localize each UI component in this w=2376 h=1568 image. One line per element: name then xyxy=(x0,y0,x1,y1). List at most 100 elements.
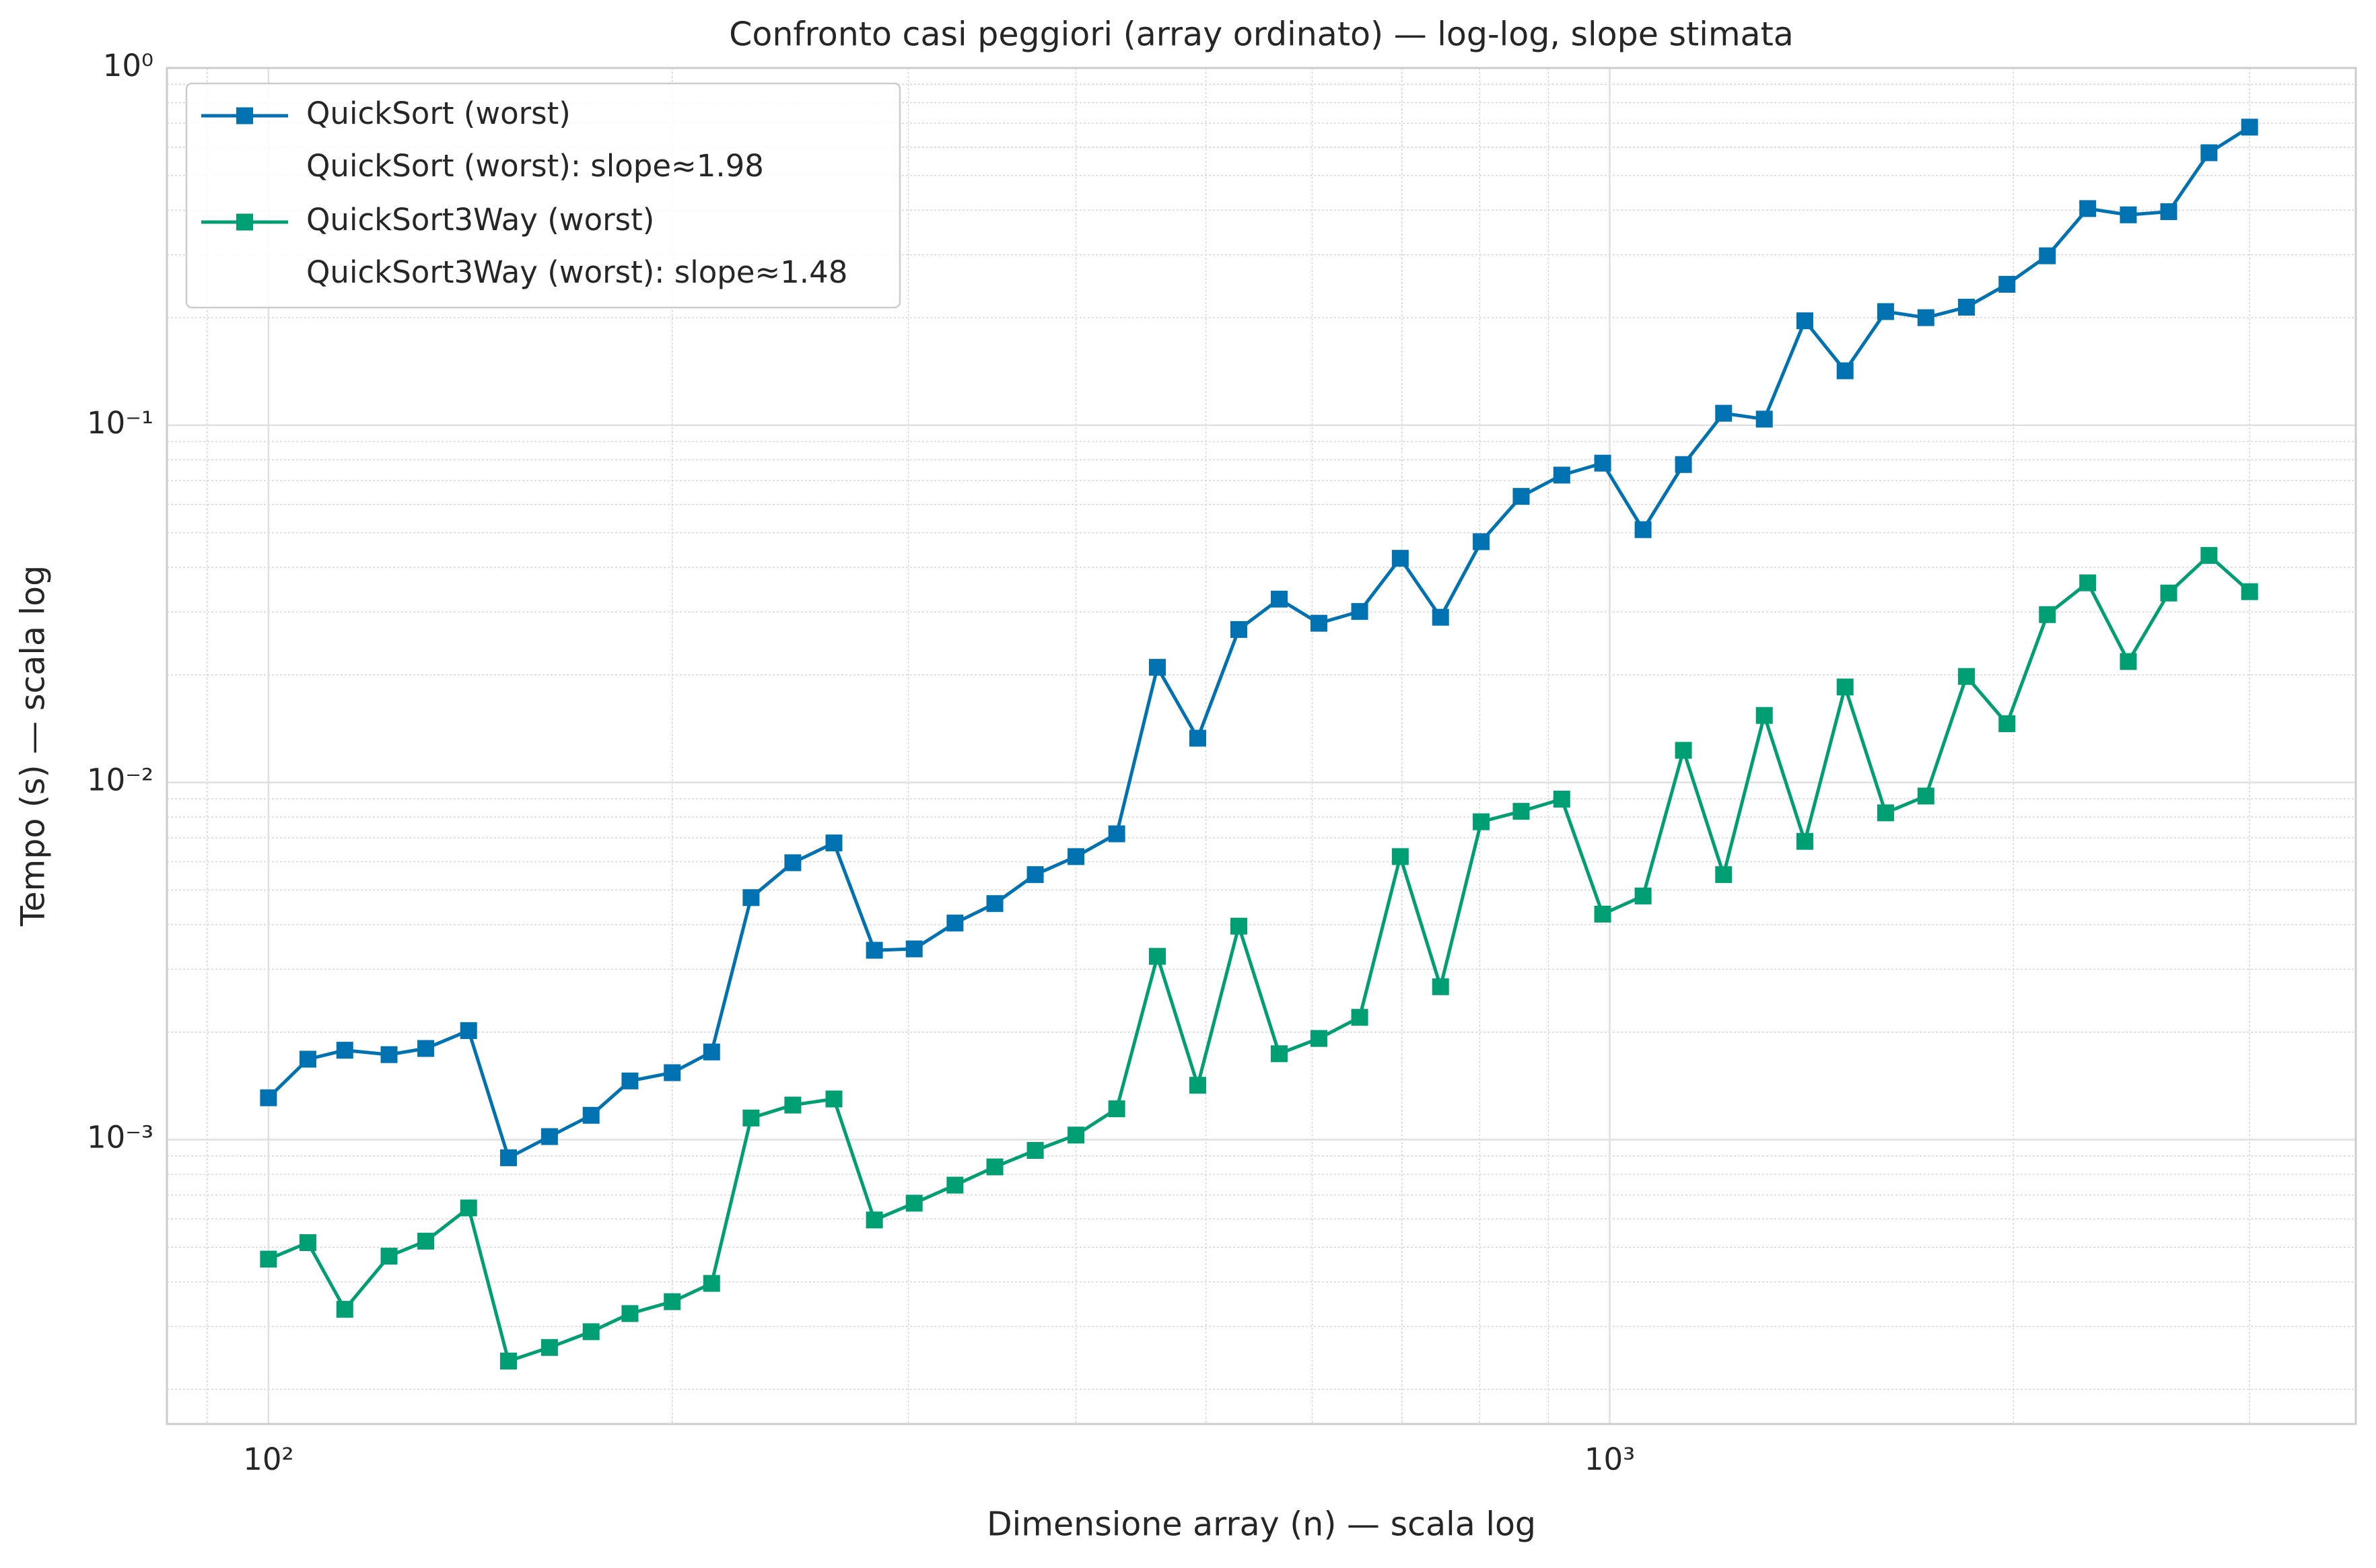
data-point xyxy=(1026,866,1044,884)
data-point xyxy=(460,1199,477,1217)
data-point xyxy=(825,1090,843,1108)
legend-label: QuickSort3Way (worst): slope≈1.48 xyxy=(306,254,847,290)
data-point xyxy=(1310,614,1327,632)
data-point xyxy=(742,889,760,906)
data-point xyxy=(1877,804,1894,822)
data-point xyxy=(1634,521,1652,538)
data-point xyxy=(742,1109,760,1127)
data-point xyxy=(1149,948,1166,965)
data-point xyxy=(866,1211,883,1229)
data-point xyxy=(703,1043,720,1061)
legend: QuickSort (worst) QuickSort (worst): slop… xyxy=(185,82,901,309)
data-point xyxy=(1594,454,1611,472)
data-point xyxy=(1473,533,1490,550)
data-point xyxy=(1877,303,1894,320)
data-point xyxy=(1917,309,1934,326)
data-point xyxy=(1189,1077,1206,1094)
x-axis-label: Dimensione array (n) — scala log xyxy=(987,1505,1536,1544)
data-point xyxy=(1189,729,1206,747)
data-point xyxy=(1270,1045,1288,1063)
data-point xyxy=(582,1106,600,1124)
data-point xyxy=(1755,707,1773,724)
data-point xyxy=(2241,118,2258,136)
data-point xyxy=(664,1293,681,1310)
data-point xyxy=(703,1275,720,1292)
data-point xyxy=(2200,144,2218,162)
data-point xyxy=(2120,206,2137,223)
x-tick-label: 10² xyxy=(243,1441,293,1477)
data-point xyxy=(1310,1030,1327,1047)
y-tick-label: 10⁰ xyxy=(103,48,153,83)
data-point xyxy=(1715,866,1733,884)
data-point xyxy=(299,1050,316,1068)
data-point xyxy=(1634,887,1652,904)
data-point xyxy=(1391,848,1409,865)
data-point xyxy=(2241,583,2258,600)
data-point xyxy=(540,1128,558,1145)
data-point xyxy=(1270,590,1288,608)
data-point xyxy=(1836,678,1854,696)
data-point xyxy=(1351,603,1368,620)
legend-label: QuickSort (worst) xyxy=(306,96,571,131)
data-point xyxy=(1553,466,1570,484)
data-point xyxy=(621,1072,639,1090)
data-point xyxy=(2160,584,2177,602)
data-point xyxy=(1068,848,1085,865)
data-point xyxy=(1512,803,1530,820)
data-point xyxy=(1108,825,1125,843)
y-tick-label: 10⁻¹ xyxy=(87,405,153,441)
data-point xyxy=(1755,411,1773,428)
data-point xyxy=(1917,787,1934,805)
data-point xyxy=(1149,659,1166,676)
data-point xyxy=(825,834,843,852)
data-point xyxy=(380,1046,398,1063)
data-point xyxy=(1998,275,2016,293)
legend-box xyxy=(185,82,901,309)
data-point xyxy=(1594,905,1611,923)
data-point xyxy=(1108,1100,1125,1118)
data-point xyxy=(2039,247,2056,264)
data-point xyxy=(784,854,802,871)
data-point xyxy=(946,915,964,932)
legend-label: QuickSort (worst): slope≈1.98 xyxy=(306,148,764,184)
data-point xyxy=(417,1232,435,1250)
data-point xyxy=(986,895,1004,913)
data-point xyxy=(336,1042,353,1059)
data-point xyxy=(2039,606,2056,623)
data-point xyxy=(299,1234,316,1251)
data-point xyxy=(2079,200,2097,217)
data-point xyxy=(1958,298,1976,316)
legend-marker xyxy=(236,107,253,124)
data-point xyxy=(1473,813,1490,830)
data-point xyxy=(1391,550,1409,567)
data-point xyxy=(866,941,883,959)
y-tick-label: 10⁻³ xyxy=(87,1120,153,1155)
chart-title: Confronto casi peggiori (array ordinato)… xyxy=(729,15,1794,54)
data-point xyxy=(1351,1009,1368,1026)
data-point xyxy=(260,1250,277,1268)
data-point xyxy=(380,1248,398,1265)
data-point xyxy=(1512,488,1530,505)
y-axis-label: Tempo (s) — scala log xyxy=(14,565,53,927)
data-point xyxy=(946,1176,964,1194)
data-point xyxy=(664,1064,681,1081)
data-point xyxy=(500,1353,518,1370)
data-point xyxy=(784,1096,802,1114)
data-point xyxy=(336,1301,353,1318)
data-point xyxy=(1796,832,1813,850)
data-point xyxy=(986,1158,1004,1176)
data-point xyxy=(621,1305,639,1322)
data-point xyxy=(2120,653,2137,670)
data-point xyxy=(2200,546,2218,564)
data-point xyxy=(1026,1142,1044,1160)
data-point xyxy=(417,1040,435,1057)
data-point xyxy=(1230,917,1247,935)
data-point xyxy=(1675,742,1692,759)
data-point xyxy=(500,1149,518,1166)
data-point xyxy=(905,1195,923,1212)
data-point xyxy=(1230,620,1247,638)
data-point xyxy=(2160,203,2177,221)
data-point xyxy=(1715,404,1733,422)
data-point xyxy=(540,1339,558,1356)
